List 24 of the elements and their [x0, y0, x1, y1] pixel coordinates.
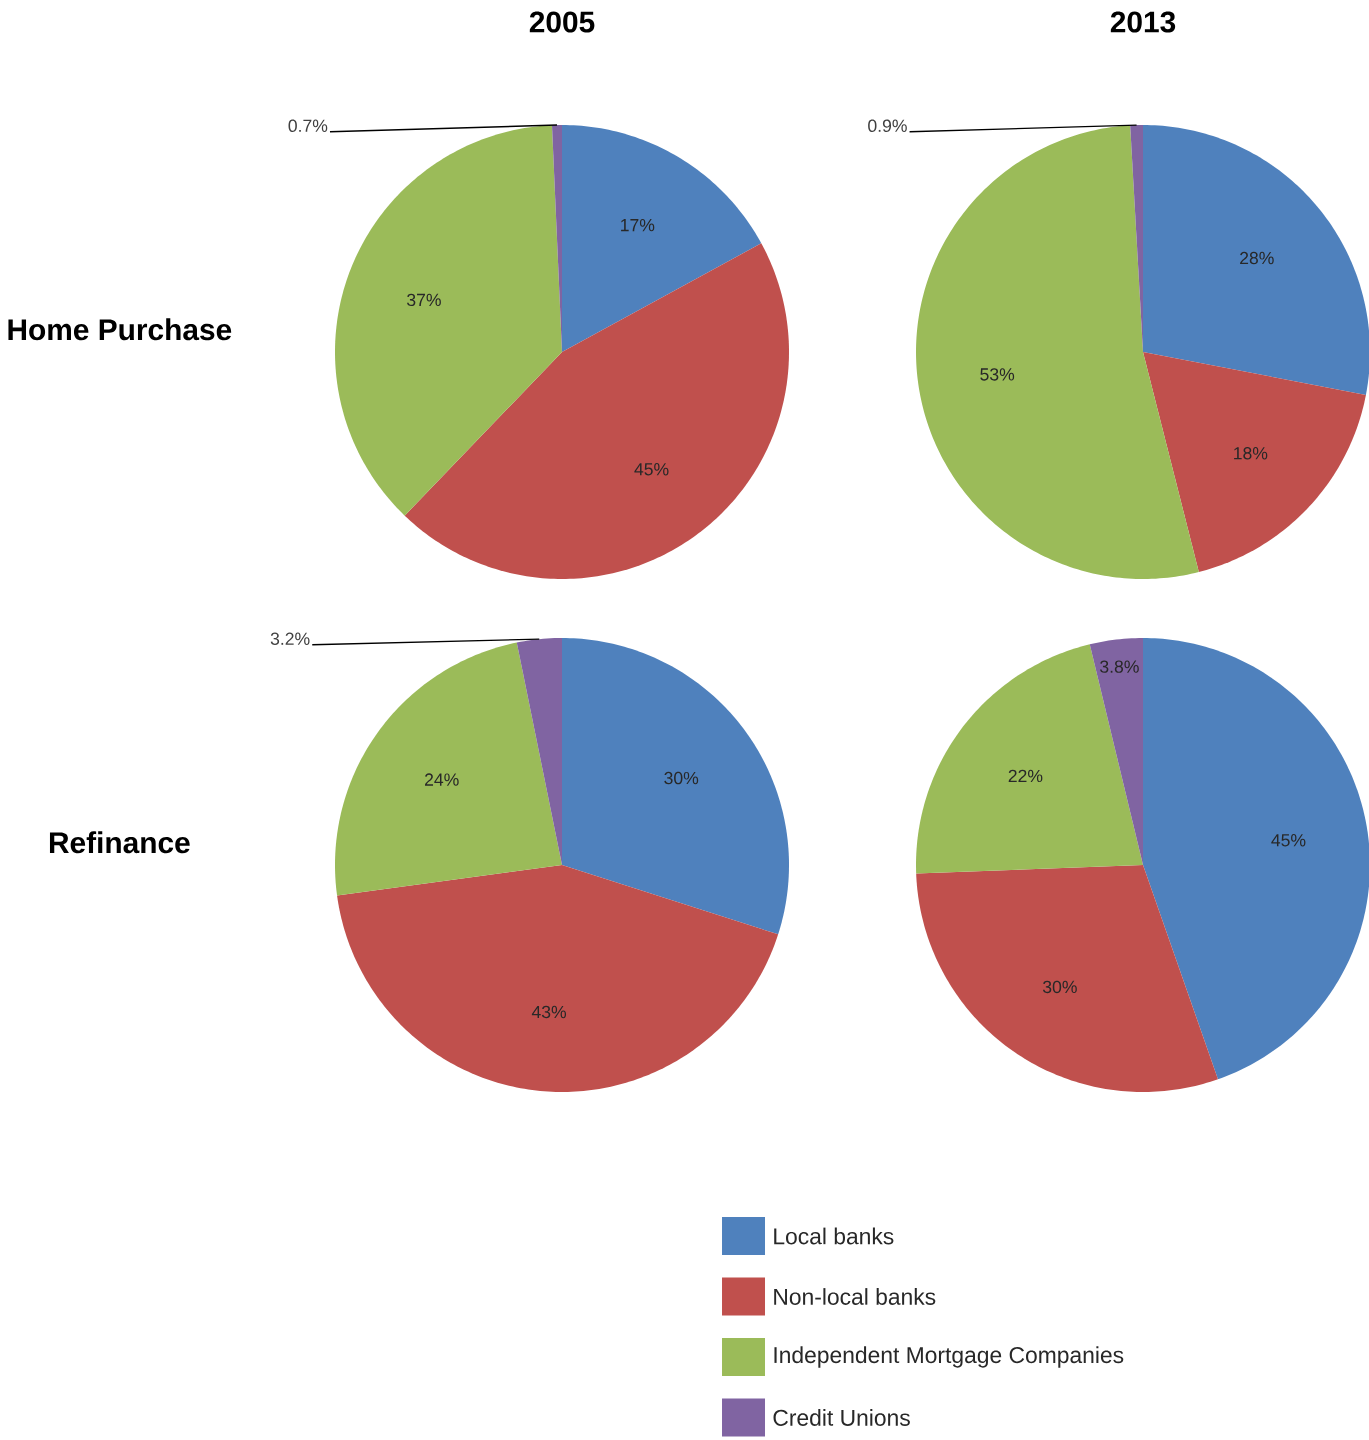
legend-label: Non-local banks: [774, 1288, 936, 1305]
data-label: 24%: [425, 773, 459, 786]
data-label: 3.8%: [1100, 660, 1139, 673]
text: Refinance: [49, 831, 190, 854]
data-label: 17%: [621, 218, 655, 232]
data-label: 30%: [1042, 980, 1077, 994]
data-label: 3.2%: [270, 632, 310, 645]
data-label: 43%: [531, 1005, 567, 1019]
legend-label: Independent Mortgage Companies: [774, 1346, 1124, 1368]
legend-label: Credit Unions: [773, 1409, 910, 1426]
data-label: 45%: [1271, 834, 1306, 847]
data-label: 0.7%: [288, 119, 328, 132]
legend-label: Local banks: [774, 1227, 894, 1245]
data-label: 0.9%: [868, 119, 907, 132]
chart-title: 2013: [1110, 11, 1176, 33]
data-label: 37%: [407, 293, 441, 307]
data-label: 28%: [1240, 251, 1274, 265]
data-label: 18%: [1234, 447, 1268, 460]
data-label: 45%: [634, 463, 669, 476]
data-label: 22%: [1008, 769, 1043, 783]
text: Home Purchase: [8, 318, 232, 341]
data-label: 30%: [664, 771, 699, 785]
data-label: 53%: [980, 368, 1015, 381]
chart-title: 2005: [529, 11, 595, 33]
